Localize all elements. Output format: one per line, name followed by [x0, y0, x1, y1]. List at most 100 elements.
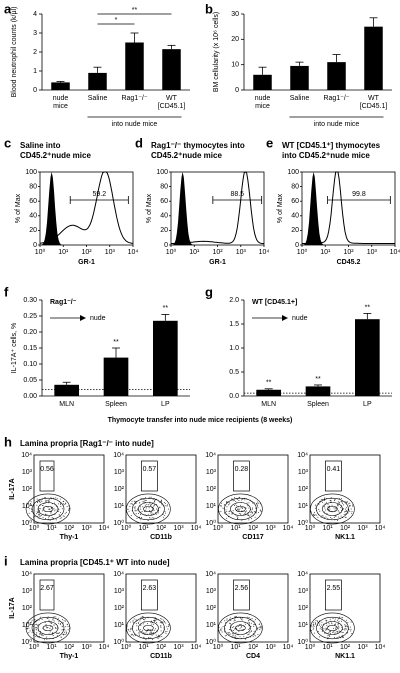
event-dot — [249, 627, 251, 629]
event-dot — [130, 503, 132, 505]
panel-title: WT [CD45.1⁺] thymocytes — [282, 141, 381, 150]
event-dot — [339, 498, 341, 500]
y-tick-label: 10⁴ — [113, 571, 124, 578]
x-tick-label: 10⁰ — [305, 524, 316, 532]
event-dot — [316, 620, 318, 622]
gate-value: 0.57 — [143, 466, 157, 473]
panel-title: Lamina propria [CD45.1⁺ WT into nude] — [20, 558, 170, 567]
event-dot — [341, 631, 343, 633]
event-dot — [218, 627, 220, 628]
event-dot — [141, 517, 142, 518]
event-dot — [130, 634, 132, 636]
event-dot — [246, 510, 248, 512]
event-dot — [253, 511, 255, 513]
event-dot — [62, 515, 64, 517]
y-tick-label: 10⁴ — [297, 571, 308, 578]
event-dot — [344, 508, 346, 510]
event-dot — [148, 629, 150, 630]
event-dot — [237, 498, 238, 500]
x-axis-label: CD11b — [150, 534, 172, 541]
event-dot — [131, 633, 133, 635]
event-dot — [259, 629, 261, 630]
event-dot — [68, 505, 70, 507]
y-tick-label: 0 — [33, 242, 37, 249]
event-dot — [139, 516, 141, 518]
y-tick-label: 10⁴ — [21, 571, 32, 578]
bar — [153, 320, 178, 396]
event-dot — [338, 630, 340, 632]
event-dot — [45, 499, 47, 501]
event-dot — [256, 504, 258, 506]
y-tick-label: 20 — [160, 227, 168, 234]
event-dot — [154, 501, 155, 502]
event-dot — [350, 628, 352, 630]
y-tick-label: 10³ — [206, 469, 217, 476]
event-dot — [43, 508, 45, 510]
event-dot — [28, 627, 30, 629]
event-dot — [143, 636, 145, 638]
event-dot — [342, 636, 344, 638]
event-dot — [62, 503, 64, 505]
event-dot — [326, 624, 328, 626]
event-dot — [346, 511, 348, 512]
x-tick-label: 10⁰ — [29, 643, 40, 651]
event-dot — [257, 628, 259, 630]
event-dot — [47, 617, 49, 619]
event-dot — [260, 628, 262, 630]
event-dot — [148, 637, 150, 639]
y-tick-label: 10⁰ — [21, 638, 32, 646]
event-dot — [64, 631, 66, 633]
event-dot — [168, 508, 169, 510]
event-dot — [134, 510, 136, 512]
event-dot — [224, 635, 226, 637]
event-dot — [315, 619, 317, 621]
arrow-label: nude — [292, 315, 308, 322]
event-dot — [149, 496, 151, 498]
event-dot — [63, 503, 65, 505]
event-dot — [322, 515, 324, 517]
event-dot — [324, 629, 326, 631]
event-dot — [61, 517, 63, 519]
gate — [233, 460, 250, 492]
event-dot — [330, 517, 332, 518]
gate-value: 0.56 — [40, 466, 54, 473]
panel-title: into CD45.2⁺nude mice — [282, 151, 370, 160]
x-tick-label: 10¹ — [58, 249, 69, 256]
event-dot — [32, 629, 34, 631]
contour — [322, 621, 343, 635]
event-dot — [331, 622, 332, 624]
event-dot — [167, 504, 168, 506]
event-dot — [236, 509, 238, 511]
event-dot — [60, 623, 61, 625]
x-tick-label: 10³ — [236, 249, 247, 256]
event-dot — [49, 508, 51, 510]
event-dot — [50, 622, 52, 624]
x-tick-label: 10³ — [357, 644, 368, 651]
event-dot — [220, 629, 222, 631]
event-dot — [156, 509, 158, 511]
event-dot — [237, 517, 239, 519]
x-axis-label: CD11b — [150, 653, 172, 660]
event-dot — [328, 507, 330, 509]
bar — [51, 82, 70, 90]
event-dot — [338, 626, 340, 628]
event-dot — [232, 627, 234, 628]
event-dot — [149, 510, 150, 512]
control-histogram — [40, 172, 133, 245]
event-dot — [155, 634, 157, 636]
event-dot — [140, 616, 142, 618]
event-dot — [229, 510, 230, 512]
event-dot — [164, 511, 166, 513]
event-dot — [134, 506, 136, 508]
plot-frame — [33, 573, 105, 643]
event-dot — [51, 622, 52, 624]
event-dot — [151, 623, 153, 625]
event-dot — [327, 635, 329, 637]
event-dot — [241, 625, 243, 627]
event-dot — [241, 520, 243, 522]
event-dot — [257, 505, 259, 507]
event-dot — [61, 625, 63, 627]
event-dot — [58, 632, 60, 634]
event-dot — [58, 622, 60, 624]
event-dot — [160, 630, 162, 632]
